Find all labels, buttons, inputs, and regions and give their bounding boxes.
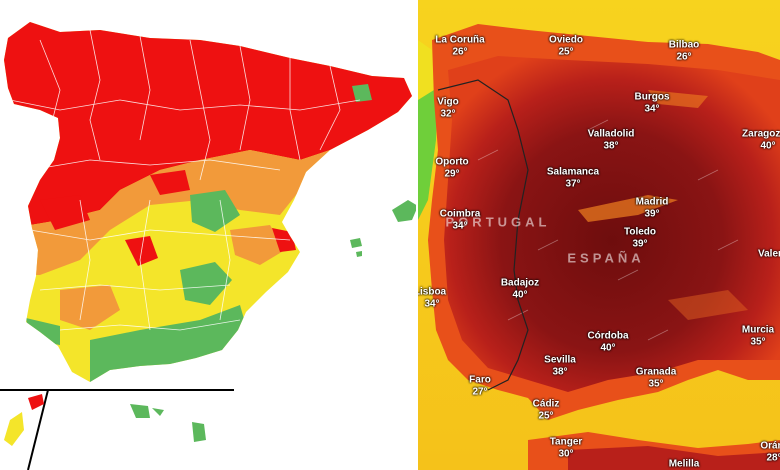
city-name-coimbra: Coimbra — [439, 208, 481, 220]
city-name-sevilla: Sevilla — [544, 354, 576, 366]
city-name-cordoba: Córdoba — [587, 330, 629, 342]
city-name-oviedo: Oviedo — [549, 34, 583, 46]
balearic-ibiza — [350, 238, 362, 248]
city-name-madrid: Madrid — [635, 196, 669, 208]
city-temp-sevilla: 38° — [552, 366, 568, 378]
alert-map-svg — [0, 22, 418, 470]
city-name-badajoz: Badajoz — [500, 277, 540, 289]
canary-island-gran-canaria — [192, 422, 206, 442]
city-name-valladolid: Valladolid — [587, 128, 635, 140]
city-name-murcia: Murcia — [741, 324, 775, 336]
zone-orange-southwest — [60, 285, 120, 330]
city-temp-granada: 35° — [648, 378, 664, 390]
africa-heat — [568, 446, 780, 470]
city-name-la-coruna: La Coruña — [435, 34, 485, 46]
city-name-oporto: Oporto — [435, 156, 469, 168]
city-temp-valladolid: 38° — [603, 140, 619, 152]
city-name-cadiz: Cádiz — [532, 398, 560, 410]
city-temp-la-coruna: 26° — [452, 46, 468, 58]
city-temp-oran: 28° — [766, 452, 780, 464]
city-temp-oporto: 29° — [444, 168, 460, 180]
city-temp-zaragoza: 40° — [760, 140, 776, 152]
city-temp-coimbra: 34° — [452, 220, 468, 232]
city-name-vigo: Vigo — [437, 96, 459, 108]
zone-green-center — [190, 190, 240, 232]
canary-island-lanzarote — [28, 394, 44, 410]
city-temp-toledo: 39° — [632, 238, 648, 250]
city-name-valencia: Valencia — [757, 248, 780, 260]
city-name-bilbao: Bilbao — [668, 39, 700, 51]
city-temp-cordoba: 40° — [600, 342, 616, 354]
city-name-oran: Orán — [760, 440, 780, 452]
heat-streak-2 — [648, 90, 708, 108]
city-temp-burgos: 34° — [644, 103, 660, 115]
zone-green-pyrenees — [352, 84, 372, 102]
canary-inset-diagonal-line — [27, 389, 49, 470]
city-temp-bilbao: 26° — [676, 51, 692, 63]
city-name-salamanca: Salamanca — [546, 166, 600, 178]
city-name-tanger: Tanger — [549, 436, 583, 448]
country-label-espana: ESPAÑA — [567, 250, 645, 266]
zone-orange-east — [230, 225, 285, 265]
city-temp-cadiz: 25° — [538, 410, 554, 422]
canary-island-tenerife — [130, 404, 150, 418]
province-borders — [9, 29, 361, 331]
wind-streaks — [477, 119, 739, 341]
city-name-toledo: Toledo — [623, 226, 657, 238]
portugal-border — [437, 79, 529, 391]
city-temp-madrid: 39° — [644, 208, 660, 220]
city-name-lisboa: Lisboa — [418, 286, 447, 298]
country-label-portugal: PORTUGAL — [445, 214, 551, 230]
city-temp-faro: 27° — [472, 386, 488, 398]
atlantic-warm-zone — [418, 40, 434, 100]
zone-green-south — [180, 262, 232, 305]
city-name-zaragoza: Zaragoza — [742, 128, 780, 140]
zone-red-west — [40, 195, 90, 230]
panel-divider — [416, 0, 419, 470]
temperature-map: PORTUGAL ESPAÑA La Coruña 26° Oviedo 25°… — [418, 0, 780, 470]
zone-orange-center — [4, 150, 330, 275]
city-temp-murcia: 35° — [750, 336, 766, 348]
canary-island-fuerteventura — [4, 412, 24, 446]
city-name-melilla: Melilla — [668, 458, 700, 470]
heat-streak-3 — [668, 290, 748, 320]
zone-red-center — [150, 170, 190, 195]
balearic-mallorca — [392, 200, 418, 222]
heat-alert-map — [0, 22, 418, 470]
heat-streak-1 — [578, 195, 678, 222]
city-name-granada: Granada — [635, 366, 677, 378]
canary-island-gomera — [152, 408, 164, 416]
atlantic-cool-zone — [418, 70, 438, 220]
city-temp-badajoz: 40° — [512, 289, 528, 301]
city-name-faro: Faro — [469, 374, 491, 386]
city-temp-vigo: 32° — [440, 108, 456, 120]
temperature-map-svg — [418, 0, 780, 470]
city-temp-salamanca: 37° — [565, 178, 581, 190]
city-temp-tanger: 30° — [558, 448, 574, 460]
city-temp-lisboa: 34° — [424, 298, 440, 310]
city-name-burgos: Burgos — [634, 91, 670, 103]
city-temp-oviedo: 25° — [558, 46, 574, 58]
balearic-formentera — [356, 251, 362, 257]
